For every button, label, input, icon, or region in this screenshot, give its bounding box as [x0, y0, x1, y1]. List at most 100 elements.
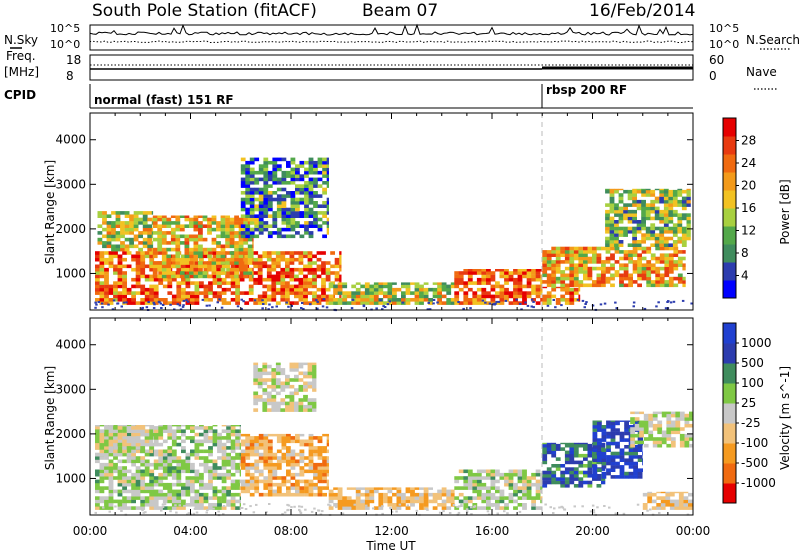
- nave-tick-low: 0: [709, 69, 717, 83]
- data-cell: [564, 276, 570, 281]
- data-cell: [158, 277, 164, 282]
- data-cell: [117, 429, 123, 433]
- data-cell: [298, 384, 304, 389]
- data-cell: [272, 482, 278, 487]
- data-cell: [245, 227, 251, 232]
- data-cell: [122, 496, 127, 500]
- data-cell: [131, 426, 136, 430]
- data-cell: [207, 231, 212, 235]
- data-cell: [94, 301, 97, 304]
- data-cell: [309, 303, 312, 306]
- data-cell: [113, 442, 118, 447]
- data-cell: [304, 211, 309, 215]
- data-cell: [144, 499, 150, 504]
- data-cell: [619, 451, 625, 456]
- data-cell: [583, 443, 588, 448]
- data-cell: [117, 294, 123, 299]
- data-cell: [217, 436, 222, 440]
- data-cell: [295, 197, 300, 202]
- data-cell: [655, 246, 661, 251]
- data-cell: [239, 452, 241, 457]
- data-cell: [517, 287, 523, 292]
- data-cell: [285, 251, 290, 255]
- data-cell: [235, 462, 240, 467]
- data-cell: [221, 459, 227, 464]
- data-cell: [133, 224, 139, 228]
- data-cell: [596, 283, 602, 288]
- data-cell: [221, 462, 227, 467]
- data-cell: [135, 301, 141, 305]
- data-cell: [540, 496, 543, 500]
- data-cell: [659, 246, 665, 251]
- data-cell: [423, 298, 429, 302]
- data-cell: [170, 257, 176, 262]
- data-cell: [659, 196, 665, 201]
- data-cell: [240, 197, 246, 202]
- data-cell: [373, 301, 379, 305]
- data-cell: [230, 426, 236, 430]
- data-cell: [664, 280, 670, 284]
- data-cell: [308, 436, 314, 440]
- data-cell: [467, 496, 473, 500]
- data-cell: [681, 216, 687, 221]
- data-cell: [652, 423, 658, 428]
- data-cell: [364, 487, 370, 490]
- data-cell: [321, 261, 326, 265]
- data-cell: [294, 251, 299, 255]
- data-cell: [573, 246, 579, 251]
- y-tick-label: 4000: [55, 133, 86, 147]
- data-cell: [208, 466, 213, 470]
- data-cell: [220, 224, 226, 228]
- data-cell: [289, 364, 295, 369]
- data-cell: [267, 234, 273, 239]
- data-cell: [266, 398, 272, 402]
- data-cell: [120, 247, 125, 252]
- data-cell: [517, 294, 523, 299]
- data-cell: [299, 512, 303, 514]
- data-cell: [258, 436, 264, 440]
- data-cell: [281, 227, 287, 232]
- data-cell: [535, 469, 541, 474]
- data-cell: [688, 492, 693, 497]
- data-cell: [542, 450, 548, 455]
- data-cell: [463, 269, 469, 272]
- data-cell: [513, 486, 518, 490]
- data-cell: [238, 257, 244, 262]
- data-cell: [672, 209, 678, 214]
- data-cell: [573, 276, 579, 281]
- data-cell: [144, 287, 150, 292]
- data-cell: [131, 294, 136, 299]
- data-cell: [257, 261, 263, 265]
- data-cell: [312, 291, 317, 295]
- data-cell: [303, 371, 308, 376]
- data-cell: [308, 214, 314, 218]
- data-cell: [682, 263, 686, 267]
- data-cell: [312, 384, 317, 389]
- data-cell: [281, 181, 287, 185]
- data-cell: [235, 479, 240, 484]
- data-cell: [614, 203, 619, 207]
- data-cell: [179, 271, 185, 275]
- data-cell: [495, 489, 500, 494]
- data-cell: [266, 294, 272, 299]
- data-cell: [592, 468, 598, 472]
- data-cell: [271, 298, 277, 302]
- data-cell: [131, 298, 136, 302]
- data-cell: [614, 209, 619, 214]
- data-cell: [140, 257, 146, 262]
- data-cell: [673, 263, 679, 267]
- data-cell: [597, 458, 602, 462]
- data-cell: [346, 301, 352, 305]
- data-cell: [322, 456, 327, 460]
- data-cell: [610, 263, 615, 267]
- data-cell: [650, 233, 656, 237]
- data-cell: [185, 284, 191, 289]
- data-cell: [326, 436, 329, 440]
- data-cell: [257, 274, 263, 279]
- data-cell: [126, 449, 132, 454]
- data-cell: [298, 364, 304, 369]
- data-cell: [124, 224, 130, 228]
- data-cell: [217, 472, 222, 477]
- data-cell: [158, 479, 164, 484]
